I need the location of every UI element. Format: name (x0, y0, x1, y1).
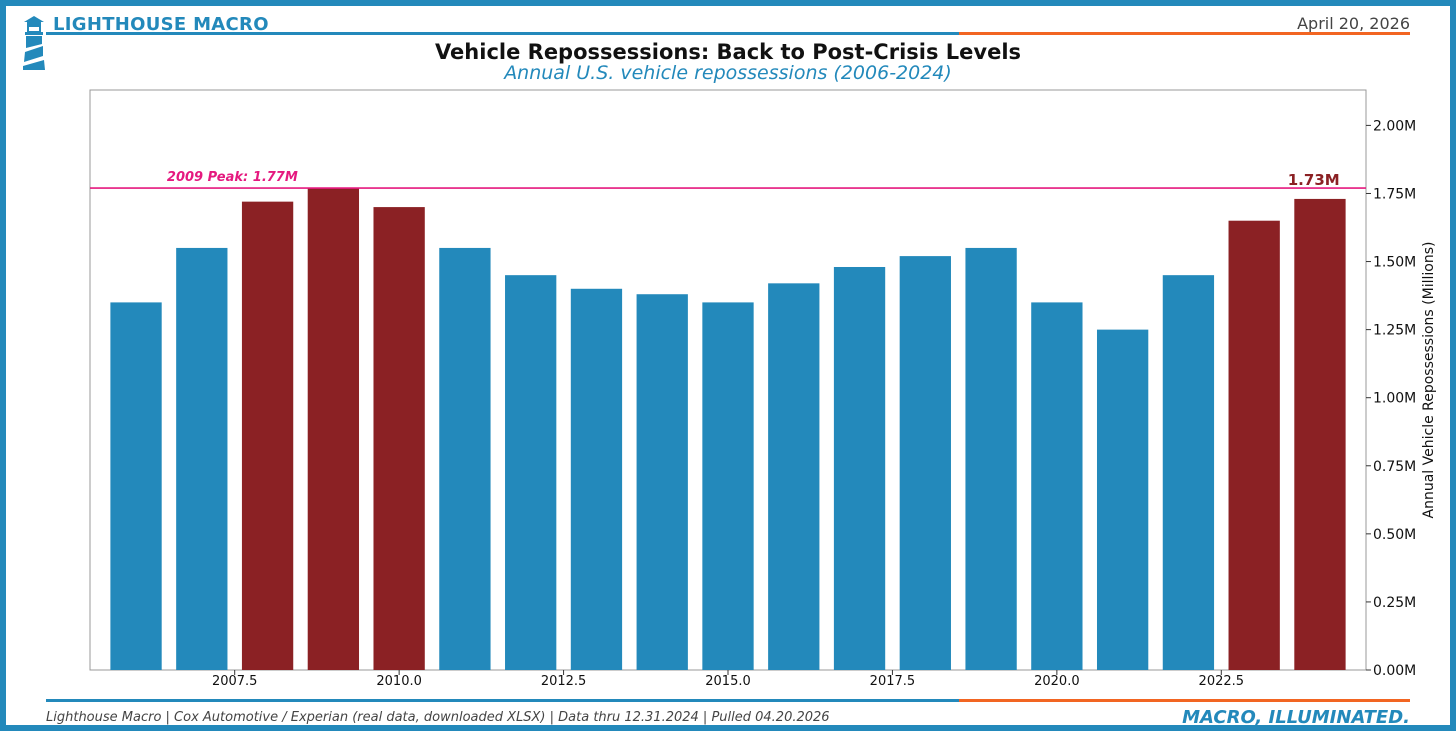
source-note: Lighthouse Macro | Cox Automotive / Expe… (46, 710, 830, 725)
bar-2008 (241, 201, 294, 670)
y-tick-label: 0.25M (1373, 595, 1416, 611)
lighthouse-logo-icon (23, 16, 45, 70)
bar-2007 (176, 247, 228, 670)
bar-2011 (439, 247, 491, 670)
tagline: MACRO, ILLUMINATED. (1182, 707, 1410, 728)
y-tick-label: 1.50M (1373, 255, 1416, 271)
y-tick-label: 1.00M (1373, 391, 1416, 407)
bar-2016 (768, 283, 820, 670)
bar-2014 (636, 294, 688, 670)
y-axis-label: Annual Vehicle Repossessions (Millions) (1421, 242, 1437, 519)
bar-2018 (899, 256, 951, 670)
brand-name: LIGHTHOUSE MACRO (53, 14, 269, 35)
y-tick-label: 0.75M (1373, 459, 1416, 475)
y-tick-label: 1.75M (1373, 186, 1416, 202)
bar-2013 (570, 288, 623, 670)
x-tick-label: 2010.0 (376, 674, 422, 689)
bar-2012 (505, 275, 557, 670)
y-tick-label: 1.25M (1373, 323, 1416, 339)
bar-2010 (373, 207, 425, 670)
bar-2009 (307, 188, 360, 670)
x-tick-label: 2012.5 (541, 674, 587, 689)
x-tick-label: 2015.0 (705, 674, 751, 689)
x-tick-label: 2020.0 (1034, 674, 1080, 689)
footer-rule-orange (959, 699, 1410, 702)
peak-line-label: 2009 Peak: 1.77M (167, 170, 298, 185)
header-rule-orange (959, 32, 1410, 35)
y-tick-label: 0.50M (1373, 527, 1416, 543)
header-rule-blue (46, 32, 959, 35)
last-value-label: 1.73M (1288, 171, 1340, 189)
bar-2017 (833, 266, 886, 670)
footer-rule-blue (46, 699, 959, 702)
report-date: April 20, 2026 (1297, 14, 1410, 33)
chart-title: Vehicle Repossessions: Back to Post-Cris… (434, 40, 1022, 64)
chart-subtitle: Annual U.S. vehicle repossessions (2006-… (504, 62, 952, 84)
x-tick-label: 2007.5 (212, 674, 258, 689)
bar-2021 (1096, 329, 1149, 670)
y-tick-label: 0.00M (1373, 663, 1416, 679)
bar-2024 (1294, 198, 1346, 671)
bar-2015 (702, 302, 754, 670)
bar-2022 (1162, 275, 1215, 670)
bar-2020 (1031, 302, 1083, 670)
y-tick-label: 2.00M (1373, 118, 1416, 134)
bar-2023 (1228, 220, 1280, 670)
bar-2006 (110, 302, 162, 670)
x-tick-label: 2017.5 (870, 674, 916, 689)
bar-2019 (965, 247, 1017, 670)
x-tick-label: 2022.5 (1199, 674, 1245, 689)
